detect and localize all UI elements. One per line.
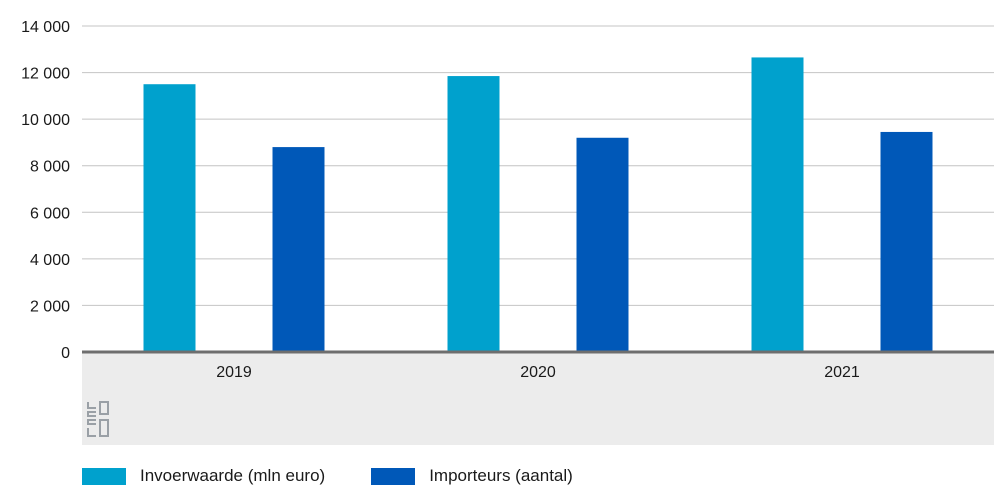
bar-2019-importeurs [272,147,325,352]
legend-label-invoerwaarde: Invoerwaarde (mln euro) [140,466,326,485]
bars [143,57,933,353]
y-tick-label: 12 000 [21,66,70,83]
y-tick-label: 4 000 [30,252,70,269]
y-axis-ticks: 0 2 000 4 000 6 000 8 000 10 000 12 000 14 000 [21,19,70,362]
y-tick-label: 0 [61,345,70,362]
y-tick-label: 14 000 [21,19,70,36]
legend-swatch-invoerwaarde [82,467,126,485]
x-tick-label: 2019 [216,364,252,381]
cbs-logo-icon [87,401,109,437]
y-tick-label: 8 000 [30,159,70,176]
bar-2021-invoerwaarde [751,57,804,352]
bar-2020-invoerwaarde [447,76,500,353]
x-tick-label: 2021 [824,364,860,381]
legend-item-importeurs: Importeurs (aantal) [371,466,573,486]
legend-label-importeurs: Importeurs (aantal) [429,466,573,485]
bar-2021-importeurs [880,131,933,352]
gridlines [82,25,994,306]
y-tick-label: 2 000 [30,298,70,315]
legend: Invoerwaarde (mln euro) Importeurs (aant… [82,466,619,486]
x-axis-ticks: 2019 2020 2021 [216,364,860,381]
x-tick-label: 2020 [520,364,556,381]
bar-2019-invoerwaarde [143,84,196,352]
x-axis-band [82,352,994,445]
legend-item-invoerwaarde: Invoerwaarde (mln euro) [82,466,325,486]
legend-swatch-importeurs [371,467,416,485]
y-tick-label: 10 000 [21,112,70,129]
y-tick-label: 6 000 [30,205,70,222]
bar-2020-importeurs [576,137,629,352]
